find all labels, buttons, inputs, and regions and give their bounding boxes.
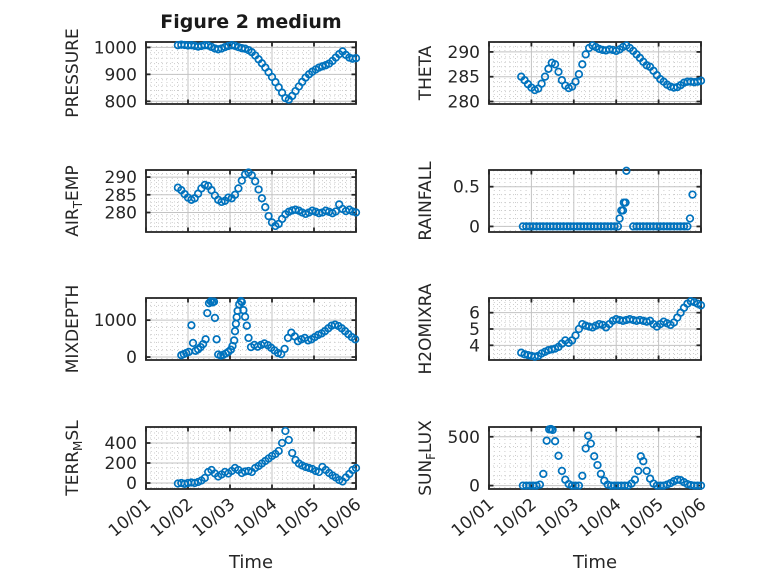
ylabel-sun-flux: SUNFLUX xyxy=(416,420,438,496)
axes-box xyxy=(488,41,702,105)
ytick-label: 290 xyxy=(105,168,137,188)
xtick-label: 10/04 xyxy=(575,495,625,542)
subplot-rainfall: 0 0.5 RAINFALL xyxy=(416,161,702,241)
axes-box xyxy=(488,426,702,490)
ytick-label: 400 xyxy=(105,434,137,454)
series-air-temp xyxy=(173,168,361,231)
ytick-label: 290 xyxy=(448,43,480,63)
subplot-theta: 280 285 290 THETA xyxy=(416,41,706,113)
ytick-label: 280 xyxy=(105,204,137,224)
axes-box xyxy=(145,41,357,105)
series-sun-flux xyxy=(518,424,706,490)
xlabel-time-right: Time xyxy=(572,552,618,573)
xlabel-time-left: Time xyxy=(228,552,274,573)
series-mixdepth xyxy=(177,296,360,360)
series-h2omixra xyxy=(517,297,706,361)
subplot-sun-flux: 0 500 SUNFLUX 10/0110/0210/0310/0410/0510/0… xyxy=(416,420,710,541)
ylabel-pressure: PRESSURE xyxy=(63,28,83,117)
ytick-label: 4 xyxy=(469,336,480,356)
ytick-label: 285 xyxy=(105,186,137,206)
xtick-label: 10/03 xyxy=(533,495,583,542)
series-theta xyxy=(517,41,706,95)
xtick-label: 10/02 xyxy=(490,495,540,542)
subplot-h2omixra: 456 H2OMIXRA xyxy=(416,283,706,375)
xtick-label: 10/05 xyxy=(617,495,667,542)
plot-area xyxy=(489,170,701,232)
ytick-label: 0 xyxy=(469,217,480,237)
axes-box xyxy=(145,297,357,361)
ytick-label: 285 xyxy=(448,68,480,88)
ylabel-rainfall: RAINFALL xyxy=(416,161,436,241)
xtick-label: 10/05 xyxy=(273,495,323,542)
ytick-label: 1000 xyxy=(94,38,137,58)
ytick-label: 900 xyxy=(105,65,137,85)
series-rainfall xyxy=(518,166,697,231)
ytick-label: 1000 xyxy=(94,311,137,331)
xtick-label: 10/06 xyxy=(315,495,365,542)
xtick-label: 10/01 xyxy=(448,495,498,542)
subplot-pressure: 800 900 1000 PRESSURE xyxy=(63,28,361,118)
ytick-label: 500 xyxy=(448,428,480,448)
xtick-label: 10/02 xyxy=(147,495,197,542)
ytick-label: 0.5 xyxy=(453,178,480,198)
xtick-label: 10/04 xyxy=(231,495,281,542)
ytick-label: 5 xyxy=(469,320,480,340)
ylabel-air-temp: AIRTEMP xyxy=(63,165,85,236)
ylabel-terr-msl: TERRMSL xyxy=(63,420,85,497)
ylabel-theta: THETA xyxy=(416,45,436,101)
xtick-label: 10/03 xyxy=(189,495,239,542)
figure-title: Figure 2 medium xyxy=(160,11,342,33)
ytick-label: 0 xyxy=(469,477,480,497)
xtick-label: 10/01 xyxy=(105,495,155,542)
plot-area xyxy=(489,427,701,489)
ytick-label: 200 xyxy=(105,454,137,474)
ylabel-mixdepth: MIXDEPTH xyxy=(63,285,83,374)
ytick-label: 280 xyxy=(448,93,480,113)
ytick-label: 6 xyxy=(469,304,480,324)
series-terr-msl xyxy=(173,426,361,488)
subplot-mixdepth: 0 1000 MIXDEPTH xyxy=(63,285,360,374)
ytick-label: 800 xyxy=(105,92,137,112)
series-pressure xyxy=(173,40,361,104)
ytick-label: 0 xyxy=(126,474,137,494)
ylabel-h2omixra: H2OMIXRA xyxy=(416,283,436,374)
ytick-label: 0 xyxy=(126,348,137,368)
axes-box xyxy=(145,426,357,490)
xtick-label: 10/06 xyxy=(660,495,710,542)
axes-box xyxy=(488,169,702,233)
